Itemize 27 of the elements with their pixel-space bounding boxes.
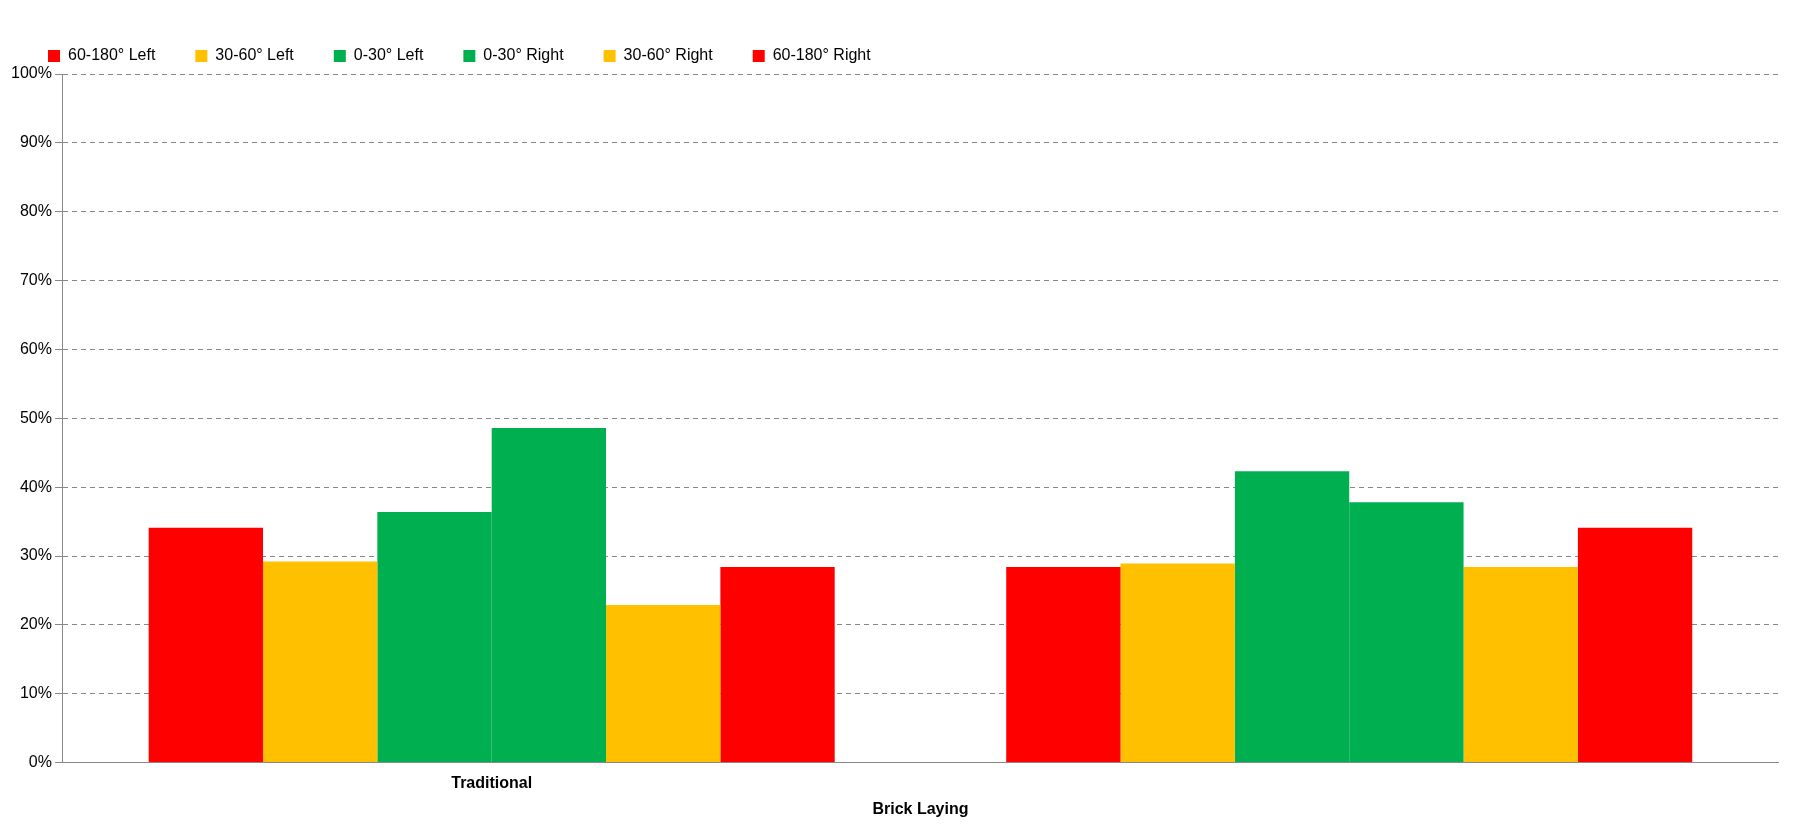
legend-label: 30-60° Right [623,46,714,64]
y-tick-label: 70% [19,270,52,288]
y-tick-label: 80% [19,202,52,220]
legend-label: 30-60° Left [215,46,295,64]
legend-label: 60-180° Left [68,46,156,64]
bar [606,604,721,763]
bar [1463,567,1578,763]
bar [263,561,378,763]
y-tick-label: 20% [19,615,52,633]
y-tick-label: 40% [19,477,52,495]
bar [148,527,264,763]
bar [1006,567,1121,763]
bar [1577,527,1693,763]
bar [1120,563,1235,763]
y-tick-label: 60% [19,339,52,357]
bar [720,567,835,763]
y-tick-label: 100% [11,64,52,82]
y-tick-label: 90% [19,133,52,151]
y-tick-label: 10% [19,684,52,702]
y-tick-label: 50% [19,408,52,426]
y-tick-label: 0% [28,753,52,771]
legend-label: 0-30° Left [353,46,424,64]
legend-label: 60-180° Right [772,46,872,64]
x-axis-title: Brick Laying [872,799,969,817]
legend-label: 0-30° Right [483,46,565,64]
y-tick-label: 30% [19,546,52,564]
x-tick-label: Traditional [451,773,533,791]
